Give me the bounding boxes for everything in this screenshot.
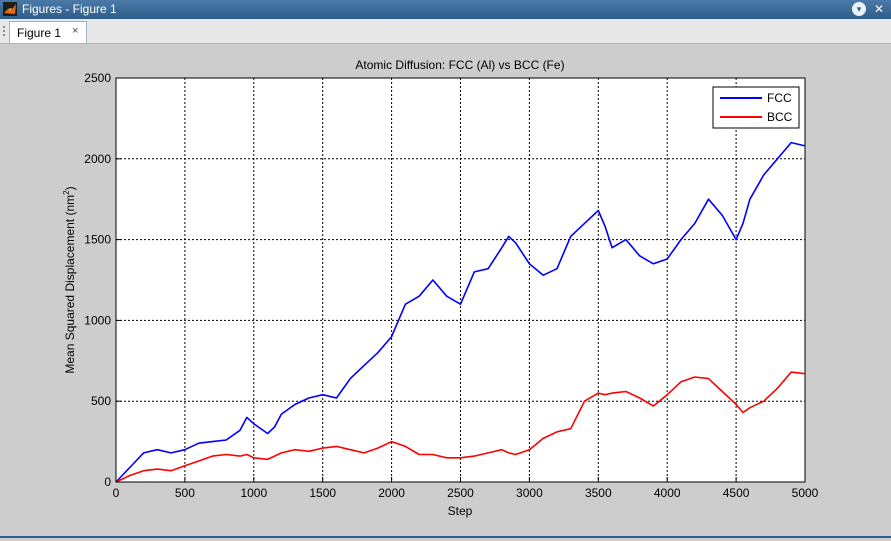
window-menu-button[interactable]: ▾ <box>852 2 866 16</box>
matlab-logo-icon <box>3 2 17 16</box>
x-tick-label: 0 <box>113 486 120 500</box>
x-tick-label: 3500 <box>585 486 612 500</box>
drag-grip-icon[interactable] <box>2 25 6 37</box>
x-tick-label: 5000 <box>792 486 819 500</box>
y-tick-label: 2000 <box>84 152 111 166</box>
y-tick-label: 0 <box>104 475 111 489</box>
figure-tabbar: Figure 1 × <box>0 19 891 44</box>
x-tick-label: 4000 <box>654 486 681 500</box>
legend: FCC BCC <box>712 86 800 129</box>
series-line-fcc <box>115 141 806 483</box>
tab-label: Figure 1 <box>17 26 62 40</box>
x-tick-label: 4500 <box>723 486 750 500</box>
x-tick-label: 2000 <box>378 486 405 500</box>
x-tick-label: 2500 <box>447 486 474 500</box>
y-axis-label: Mean Squared Displacement (nm2) <box>62 186 77 373</box>
legend-box <box>712 86 800 129</box>
legend-label-bcc: BCC <box>767 110 793 124</box>
close-tab-icon[interactable]: × <box>72 25 79 37</box>
line-chart: 0 500 1000 1500 2000 2500 3000 3500 4000 4500 5000… <box>62 58 819 518</box>
y-axis-label-close: ) <box>63 186 77 190</box>
x-tick-label: 3000 <box>516 486 543 500</box>
y-tick-label: 1500 <box>84 233 111 247</box>
x-tick-label: 1500 <box>309 486 336 500</box>
window-title: Figures - Figure 1 <box>22 2 117 16</box>
x-tick-label: 1000 <box>240 486 267 500</box>
close-window-button[interactable]: ✕ <box>873 2 885 16</box>
y-tick-label: 1000 <box>84 313 111 327</box>
y-tick-label: 2500 <box>84 71 111 85</box>
legend-label-fcc: FCC <box>767 91 792 105</box>
y-axis-label-text: Mean Squared Displacement (nm <box>63 195 77 374</box>
y-axis-label-sup: 2 <box>62 190 71 195</box>
window-bottom-border <box>0 536 891 538</box>
window-titlebar: Figures - Figure 1 ▾ ✕ <box>0 0 891 19</box>
y-tick-label: 500 <box>91 394 111 408</box>
tab-figure-1[interactable]: Figure 1 × <box>9 21 87 43</box>
figure-area: 0 500 1000 1500 2000 2500 3000 3500 4000 4500 5000… <box>0 44 891 536</box>
x-tick-label: 500 <box>175 486 195 500</box>
series-line-bcc <box>115 371 806 483</box>
x-axis-label: Step <box>448 504 473 518</box>
chart-title: Atomic Diffusion: FCC (Al) vs BCC (Fe) <box>355 58 564 72</box>
